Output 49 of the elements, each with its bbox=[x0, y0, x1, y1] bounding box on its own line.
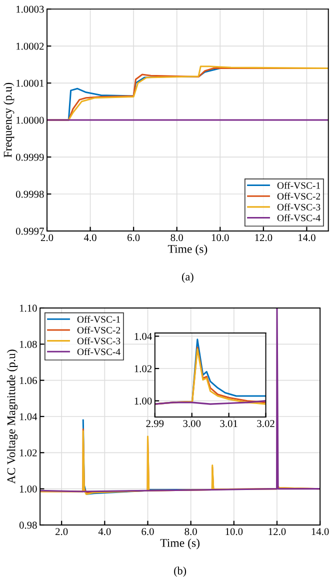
text: (b) bbox=[174, 566, 186, 577]
y-tick-label: 1.02 bbox=[134, 365, 152, 372]
x-tick-label: 8.0 bbox=[170, 234, 183, 242]
legend-label: Off-VSC-3 bbox=[277, 203, 320, 210]
y-tick-label: 0.9997 bbox=[16, 228, 44, 235]
x-tick-label: 3.01 bbox=[220, 420, 238, 428]
y-tick-label: 1.08 bbox=[20, 340, 37, 348]
y-tick-label: 1.0000 bbox=[16, 116, 44, 124]
legend-label: Off-VSC-1 bbox=[277, 182, 320, 189]
x-tick-label: 2.0 bbox=[40, 234, 54, 242]
y-tick-label: 1.10 bbox=[20, 304, 37, 312]
legend-label: Off-VSC-2 bbox=[77, 326, 120, 334]
y-axis-title: AC Voltage Magnitude (p.u) bbox=[6, 350, 18, 484]
y-tick-label: 1.0002 bbox=[16, 42, 44, 50]
legend-label: Off-VSC-4 bbox=[277, 214, 320, 222]
text: (a) bbox=[182, 272, 194, 283]
x-tick-label: 10.0 bbox=[226, 528, 243, 536]
y-tick-label: 0.9998 bbox=[16, 190, 44, 198]
x-tick-label: 14.0 bbox=[312, 528, 329, 536]
y-tick-label: 1.00 bbox=[20, 486, 37, 493]
x-tick-label: 8.0 bbox=[184, 528, 197, 536]
y-tick-label: 0.98 bbox=[19, 522, 37, 529]
x-tick-label: 3.00 bbox=[183, 420, 201, 428]
y-tick-label: 1.04 bbox=[134, 332, 152, 340]
x-axis-title: Time (s) bbox=[168, 244, 208, 256]
x-tick-label: 4.0 bbox=[84, 234, 96, 242]
y-axis-title: Frequency (p.u) bbox=[3, 82, 14, 158]
y-tick-label: 1.04 bbox=[20, 413, 38, 420]
y-tick-label: 1.0001 bbox=[16, 80, 44, 87]
y-tick-label: 0.9999 bbox=[16, 154, 44, 161]
legend-label: Off-VSC-3 bbox=[77, 337, 120, 344]
legend-label: Off-VSC-4 bbox=[77, 348, 120, 356]
y-tick-label: 1.0003 bbox=[16, 6, 44, 13]
legend-label: Off-VSC-2 bbox=[277, 192, 320, 200]
x-tick-label: 12.0 bbox=[268, 528, 286, 536]
y-tick-label: 1.00 bbox=[134, 398, 152, 405]
x-tick-label: 2.0 bbox=[56, 528, 68, 536]
x-tick-label: 12.0 bbox=[255, 234, 272, 242]
x-tick-label: 4.0 bbox=[98, 528, 111, 536]
x-tick-label: 2.99 bbox=[146, 420, 164, 428]
x-tick-label: 6.0 bbox=[142, 528, 154, 536]
x-tick-label: 3.02 bbox=[257, 420, 274, 428]
x-tick-label: 6.0 bbox=[128, 234, 140, 242]
x-axis-title: Time (s) bbox=[160, 538, 200, 550]
x-tick-label: 10.0 bbox=[212, 234, 229, 242]
x-tick-label: 14.0 bbox=[298, 234, 316, 242]
y-tick-label: 1.02 bbox=[20, 449, 37, 456]
y-tick-label: 1.06 bbox=[20, 377, 37, 384]
legend-label: Off-VSC-1 bbox=[77, 316, 120, 323]
